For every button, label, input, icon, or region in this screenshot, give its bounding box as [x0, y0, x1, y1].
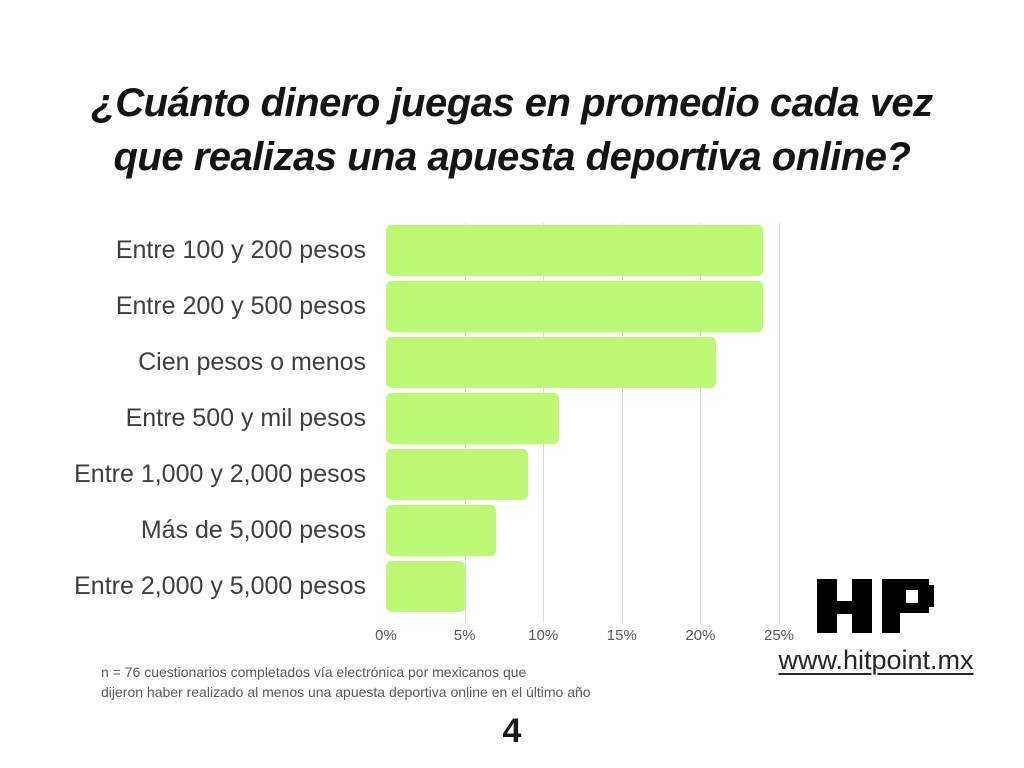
- footnote-line-2: dijeron haber realizado al menos una apu…: [101, 684, 591, 700]
- chart-row: Entre 500 y mil pesos: [50, 393, 810, 444]
- bar-track: [386, 393, 810, 444]
- x-tick-label: 25%: [763, 627, 795, 644]
- logo-letter-h: [817, 579, 872, 633]
- page-number: 4: [502, 712, 522, 750]
- x-tick-label: 5%: [453, 627, 476, 644]
- bar-chart: Entre 100 y 200 pesos Entre 200 y 500 pes…: [50, 223, 810, 647]
- logo-letter-p: [882, 579, 934, 633]
- bar-track: [386, 561, 810, 612]
- category-label: Cien pesos o menos: [138, 348, 366, 376]
- bar: [386, 225, 764, 276]
- bar: [386, 449, 528, 500]
- category-label: Entre 2,000 y 5,000 pesos: [74, 572, 366, 600]
- x-tick-label: 0%: [375, 627, 397, 644]
- x-tick-label: 20%: [685, 627, 716, 644]
- website-link[interactable]: www.hitpoint.mx: [778, 645, 974, 675]
- bar: [386, 505, 496, 556]
- bar: [386, 393, 559, 444]
- category-label: Más de 5,000 pesos: [140, 516, 366, 544]
- x-tick-label: 15%: [606, 627, 637, 644]
- bar: [386, 281, 764, 332]
- bar: [386, 561, 465, 612]
- gridline: [621, 223, 623, 623]
- footnote-line-1: n = 76 cuestionarios completados vía ele…: [101, 664, 527, 680]
- chart-row: Más de 5,000 pesos: [50, 505, 810, 556]
- x-tick-label: 10%: [528, 627, 559, 644]
- category-label: Entre 100 y 200 pesos: [115, 236, 366, 264]
- chart-row: Cien pesos o menos: [50, 337, 810, 388]
- chart-row: Entre 2,000 y 5,000 pesos: [50, 561, 810, 612]
- bar-track: [386, 225, 810, 276]
- category-label: Entre 200 y 500 pesos: [115, 292, 366, 320]
- chart-row: Entre 100 y 200 pesos: [50, 225, 810, 276]
- footnote: n = 76 cuestionarios completados vía ele…: [101, 662, 591, 702]
- bar-track: [386, 337, 810, 388]
- hitpoint-logo-icon: [817, 579, 934, 633]
- chart-rows: Entre 100 y 200 pesos Entre 200 y 500 pes…: [50, 225, 810, 612]
- category-label: Entre 1,000 y 2,000 pesos: [74, 460, 366, 488]
- x-axis: 0% 5% 10% 15% 20% 25%: [375, 627, 798, 647]
- bar-track: [386, 505, 810, 556]
- category-label: Entre 500 y mil pesos: [125, 404, 366, 432]
- page-title: ¿Cuánto dinero juegas en promedio cada v…: [62, 76, 962, 184]
- chart-row: Entre 200 y 500 pesos: [50, 281, 810, 332]
- bar: [386, 337, 717, 388]
- chart-row: Entre 1,000 y 2,000 pesos: [50, 449, 810, 500]
- gridline: [700, 223, 702, 623]
- gridline: [779, 223, 780, 623]
- title-line-1: ¿Cuánto dinero juegas en promedio cada v…: [91, 81, 933, 125]
- bar-track: [386, 449, 810, 500]
- title-line-2: que realizas una apuesta deportiva onlin…: [113, 135, 912, 179]
- bar-track: [386, 281, 810, 332]
